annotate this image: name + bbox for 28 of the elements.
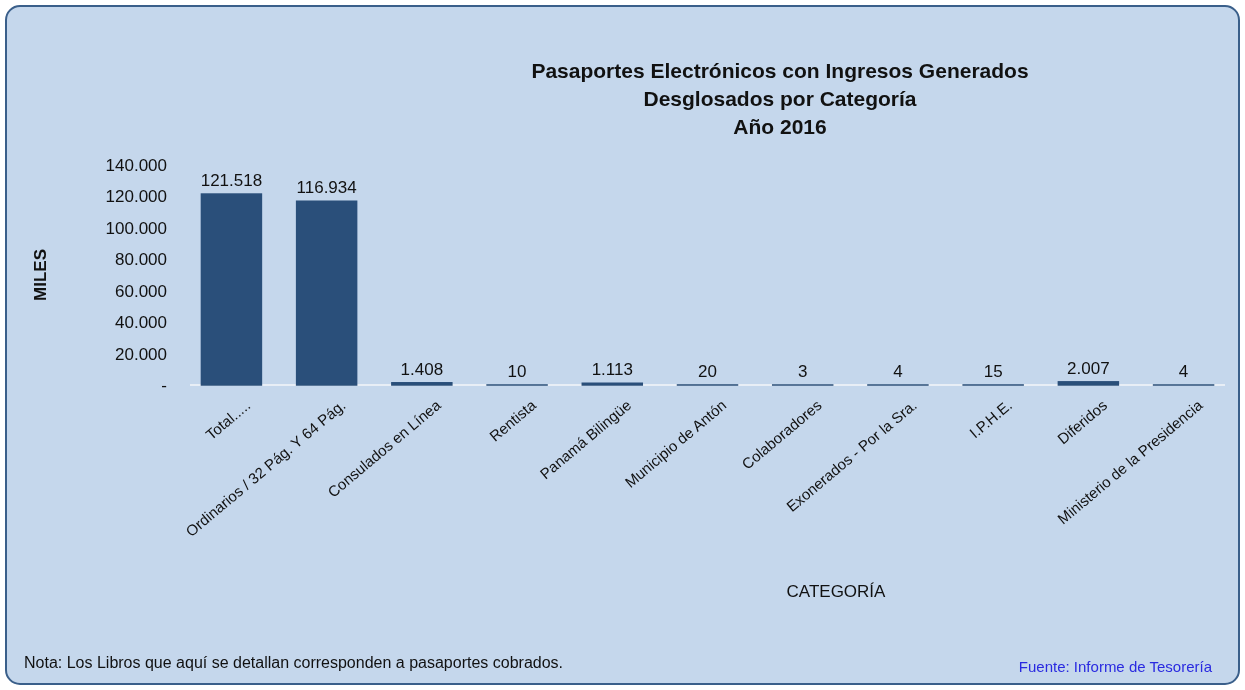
data-label: 2.007 bbox=[1067, 358, 1110, 378]
data-label: 20 bbox=[698, 361, 717, 381]
bar bbox=[1057, 381, 1120, 386]
y-tick-label: - bbox=[161, 375, 167, 395]
data-label: 15 bbox=[983, 361, 1003, 381]
y-tick-label: 140.000 bbox=[105, 155, 167, 175]
text: Nota: Los Libros que aquí se detallan corresponden a pasaportes cobrados. bbox=[24, 654, 564, 671]
bar bbox=[200, 193, 263, 386]
x-axis-title: CATEGORÍA bbox=[786, 582, 887, 601]
bar bbox=[391, 382, 453, 386]
y-tick-label: 80.000 bbox=[115, 250, 167, 270]
y-tick-label: 40.000 bbox=[115, 313, 167, 333]
data-label: 116.934 bbox=[296, 178, 357, 198]
data-label: 4 bbox=[1178, 361, 1189, 381]
data-label: 1.408 bbox=[400, 359, 444, 379]
y-tick-label: 20.000 bbox=[115, 344, 167, 364]
chart-title: Pasaportes Electrónicos con Ingresos Generados Desglosados por Categoría Año 2016 bbox=[531, 59, 1029, 138]
y-tick-label: 120.000 bbox=[105, 187, 167, 207]
y-tick-label: 100.000 bbox=[105, 218, 167, 238]
data-label: 4 bbox=[893, 361, 903, 381]
data-label: 3 bbox=[797, 362, 808, 381]
data-label: 121.518 bbox=[200, 171, 263, 191]
y-tick-label: 60.000 bbox=[115, 281, 167, 301]
y-axis-title: MILES bbox=[31, 249, 50, 301]
source-note: Fuente: Informe de Tesorería bbox=[1018, 658, 1213, 675]
data-label: 10 bbox=[507, 361, 527, 381]
bar bbox=[295, 200, 358, 386]
data-label: 1.113 bbox=[591, 360, 633, 380]
